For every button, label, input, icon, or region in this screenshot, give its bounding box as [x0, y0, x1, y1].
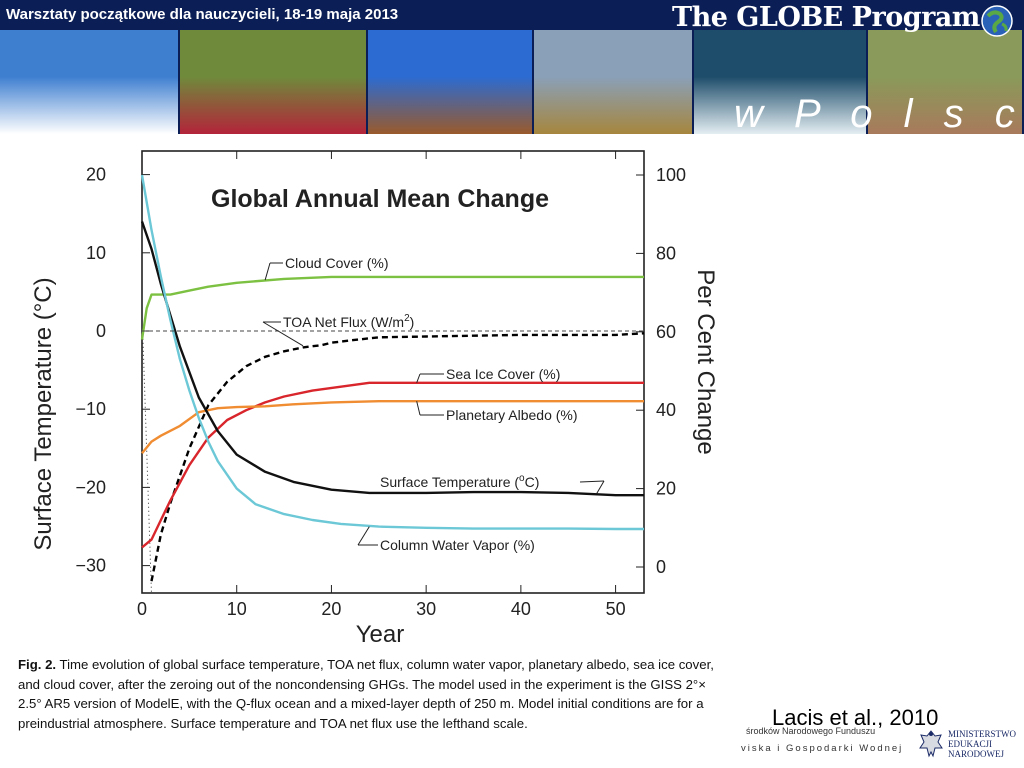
caption-label: Fig. 2.: [18, 657, 57, 672]
series-annotation: TOA Net Flux (W/m2): [283, 313, 414, 330]
annotation-leader: [357, 526, 370, 546]
plot-frame: [141, 150, 645, 594]
series-annotation: Surface Temperature (oC): [380, 473, 539, 490]
chart-title: Global Annual Mean Change: [211, 185, 549, 213]
series-annotation: Planetary Albedo (%): [446, 407, 578, 423]
x-tick-label: 30: [416, 599, 436, 619]
x-tick-label: 50: [606, 599, 626, 619]
farmland-photo: [534, 30, 694, 134]
series-line-1: [150, 332, 645, 582]
cloud-photo: [0, 30, 180, 134]
y-tick-label-right: 80: [656, 243, 676, 263]
annotation-leader: [596, 480, 605, 494]
annotation-leader: [416, 401, 421, 416]
series-line-2: [141, 381, 644, 549]
y-axis-label-left: Surface Temperature (°C): [30, 277, 57, 550]
series-annotation: Column Water Vapor (%): [380, 537, 535, 553]
y-tick-label-left: −30: [75, 556, 106, 576]
photo-strip: [0, 30, 1024, 134]
header-banner: Warsztaty początkowe dla nauczycieli, 18…: [0, 0, 1024, 134]
ministry-line: NARODOWEJ: [948, 749, 1004, 759]
eagle-emblem-icon: [919, 730, 943, 758]
banner-subtitle: w P o l s c e: [734, 92, 1024, 134]
y-tick-label-left: 20: [86, 165, 106, 185]
series-line-3: [141, 400, 644, 455]
funding-text-bottom: viska i Gospodarki Wodnej: [741, 743, 904, 754]
series-group: [140, 174, 645, 582]
x-axis-label: Year: [356, 621, 405, 648]
annotation-leader: [262, 321, 304, 347]
series-line-5: [140, 174, 644, 531]
y-tick-label-right: 20: [656, 479, 676, 499]
annotation-leader: [579, 480, 605, 483]
annotation-leader: [264, 262, 271, 281]
annotation-leader: [416, 373, 421, 383]
y-tick-label-right: 100: [656, 165, 686, 185]
x-tick-label: 10: [227, 599, 247, 619]
annotations: Cloud Cover (%) TOA Net Flux (W/m2) Sea Ic…: [262, 255, 605, 553]
hummingbird-photo: [180, 30, 368, 134]
caption-text: Time evolution of global surface tempera…: [18, 657, 714, 731]
x-tick-label: 40: [511, 599, 531, 619]
y-tick-label-right: 60: [656, 322, 676, 342]
y-tick-label-right: 0: [656, 557, 666, 577]
series-annotation: Cloud Cover (%): [285, 255, 388, 271]
y-tick-label-left: −10: [75, 399, 106, 419]
ministry-line: MINISTERSTWO: [948, 729, 1016, 739]
y-tick-label-right: 40: [656, 400, 676, 420]
initial-dotted-line: [142, 338, 152, 594]
ministry-line: EDUKACJI: [948, 739, 992, 749]
y-tick-label-left: −20: [75, 477, 106, 497]
workshop-title: Warsztaty początkowe dla nauczycieli, 18…: [6, 6, 399, 23]
x-tick-label: 0: [137, 599, 147, 619]
series-annotation: Sea Ice Cover (%): [446, 366, 560, 382]
y-tick-label-left: 0: [96, 321, 106, 341]
desert-photo: [368, 30, 534, 134]
globe-logo-icon: [981, 5, 1013, 37]
wave-photo: [694, 30, 868, 134]
figure-caption: Fig. 2. Time evolution of global surface…: [18, 655, 730, 733]
funding-text-top: środków Narodowego Funduszu: [746, 726, 876, 736]
x-tick-label: 20: [321, 599, 341, 619]
y-axis-label-right: Per Cent Change: [692, 269, 719, 454]
series-line-4: [140, 221, 644, 497]
satellite-photo: [868, 30, 1024, 134]
y-tick-label-left: 10: [86, 243, 106, 263]
program-title: The GLOBE Program: [672, 2, 980, 33]
ministry-name: MINISTERSTWO EDUKACJI NARODOWEJ: [948, 729, 1016, 759]
series-line-0: [140, 275, 644, 340]
citation: Lacis et al., 2010: [772, 705, 939, 730]
